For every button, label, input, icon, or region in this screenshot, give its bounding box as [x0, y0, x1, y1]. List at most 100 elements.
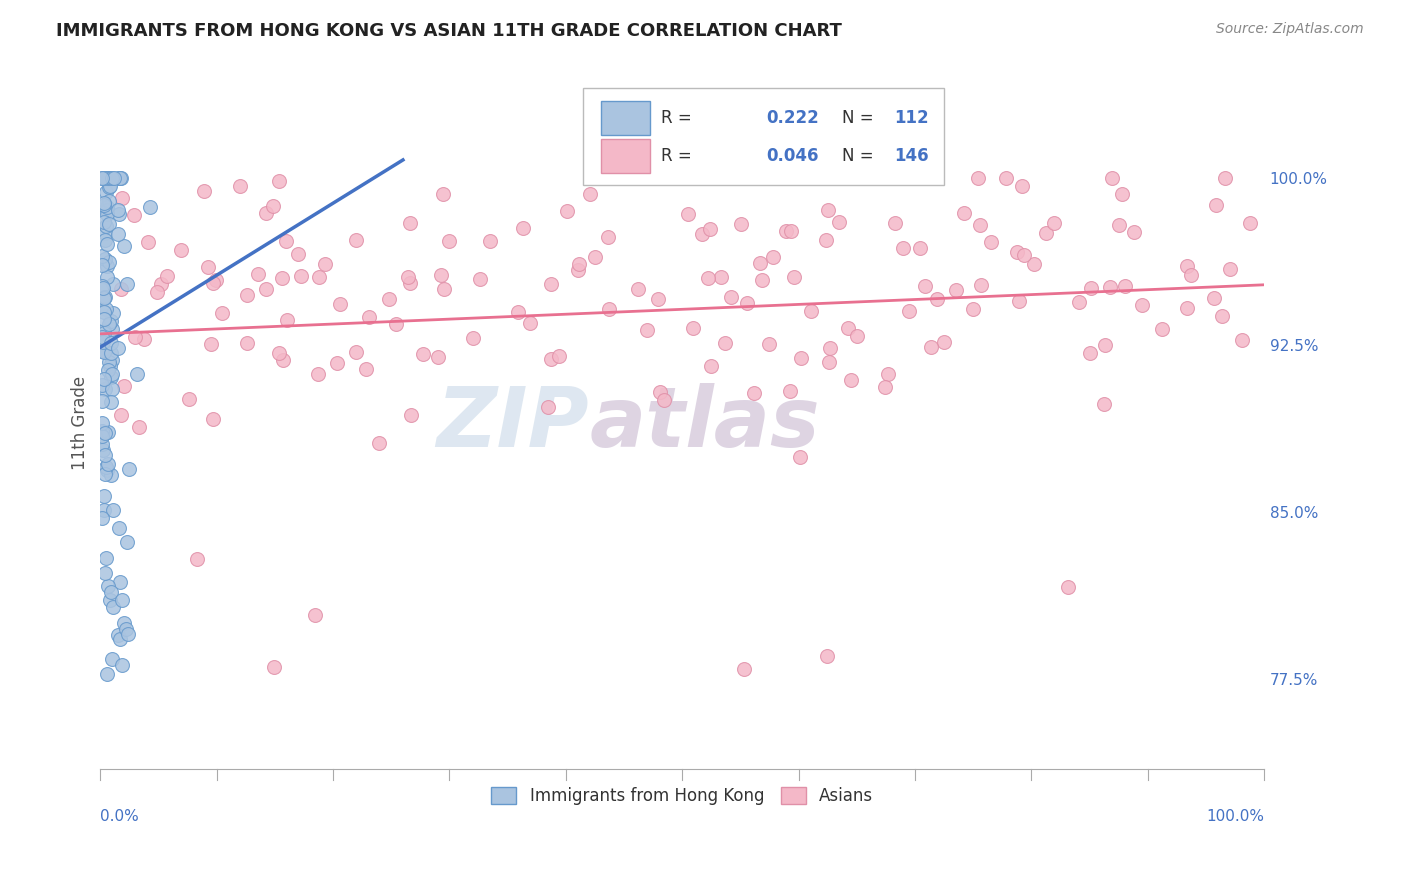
- Point: [1067, 294, 1090, 309]
- Point: [1011, 178, 1033, 193]
- Point: [136, 235, 159, 249]
- Point: [107, 342, 129, 356]
- Point: [426, 350, 449, 364]
- Point: [100, 313, 122, 327]
- Point: [762, 250, 785, 264]
- Point: [329, 297, 352, 311]
- Point: [229, 179, 252, 194]
- Point: [1092, 397, 1115, 411]
- Point: [846, 329, 869, 343]
- Point: [103, 170, 125, 185]
- Point: [817, 355, 839, 369]
- Point: [97, 457, 120, 471]
- Point: [98, 170, 121, 185]
- Point: [1080, 281, 1102, 295]
- Point: [696, 271, 718, 285]
- Point: [748, 256, 770, 270]
- Point: [884, 216, 907, 230]
- Point: [567, 263, 589, 277]
- Point: [1101, 170, 1123, 185]
- Point: [932, 335, 955, 350]
- FancyBboxPatch shape: [600, 102, 650, 136]
- Point: [108, 574, 131, 589]
- Point: [479, 234, 502, 248]
- Point: [90, 436, 112, 450]
- Point: [839, 373, 862, 387]
- Point: [200, 337, 222, 351]
- Point: [98, 255, 121, 269]
- Point: [308, 270, 330, 285]
- Point: [96, 259, 118, 273]
- Text: Source: ZipAtlas.com: Source: ZipAtlas.com: [1216, 22, 1364, 37]
- Point: [636, 323, 658, 337]
- Point: [101, 368, 124, 382]
- Point: [579, 186, 602, 201]
- Point: [90, 510, 112, 524]
- Point: [96, 207, 118, 221]
- Point: [596, 230, 619, 244]
- Point: [1239, 216, 1261, 230]
- Text: 0.222: 0.222: [766, 109, 818, 128]
- Point: [100, 652, 122, 666]
- Point: [969, 218, 991, 232]
- Point: [94, 551, 117, 566]
- Point: [1012, 248, 1035, 262]
- Point: [91, 281, 114, 295]
- Text: 0.046: 0.046: [766, 147, 818, 165]
- Point: [1008, 294, 1031, 309]
- Point: [271, 352, 294, 367]
- Point: [91, 442, 114, 457]
- Point: [733, 662, 755, 676]
- Point: [108, 207, 131, 221]
- Point: [875, 379, 897, 393]
- Point: [966, 170, 988, 185]
- Point: [1078, 346, 1101, 360]
- Point: [111, 658, 134, 673]
- Point: [90, 279, 112, 293]
- Point: [112, 379, 135, 393]
- Point: [91, 330, 114, 344]
- Point: [837, 321, 859, 335]
- Point: [111, 191, 134, 205]
- Point: [91, 170, 114, 185]
- Point: [94, 459, 117, 474]
- Point: [94, 448, 117, 462]
- Point: [742, 386, 765, 401]
- Point: [1024, 257, 1046, 271]
- Point: [114, 239, 136, 253]
- Text: atlas: atlas: [589, 383, 820, 464]
- Point: [97, 363, 120, 377]
- Point: [384, 317, 406, 331]
- Point: [699, 222, 721, 236]
- Point: [115, 534, 138, 549]
- Point: [103, 503, 125, 517]
- Point: [93, 198, 115, 212]
- Point: [201, 277, 224, 291]
- Point: [290, 268, 312, 283]
- Point: [100, 468, 122, 483]
- Point: [90, 429, 112, 443]
- Point: [91, 424, 114, 438]
- Text: ZIP: ZIP: [436, 383, 589, 464]
- Point: [1213, 170, 1236, 185]
- Point: [90, 258, 112, 272]
- Point: [315, 257, 337, 271]
- Point: [93, 324, 115, 338]
- Point: [90, 170, 112, 185]
- Point: [304, 607, 326, 622]
- Point: [430, 268, 453, 282]
- Point: [506, 305, 529, 319]
- Point: [783, 269, 806, 284]
- Point: [276, 313, 298, 327]
- Text: R =: R =: [661, 147, 697, 165]
- Point: [519, 316, 541, 330]
- Point: [94, 219, 117, 234]
- Point: [97, 170, 120, 185]
- Point: [96, 463, 118, 477]
- Point: [97, 194, 120, 208]
- Point: [108, 170, 131, 185]
- Point: [96, 270, 118, 285]
- Point: [118, 462, 141, 476]
- Point: [758, 337, 780, 351]
- Point: [111, 593, 134, 607]
